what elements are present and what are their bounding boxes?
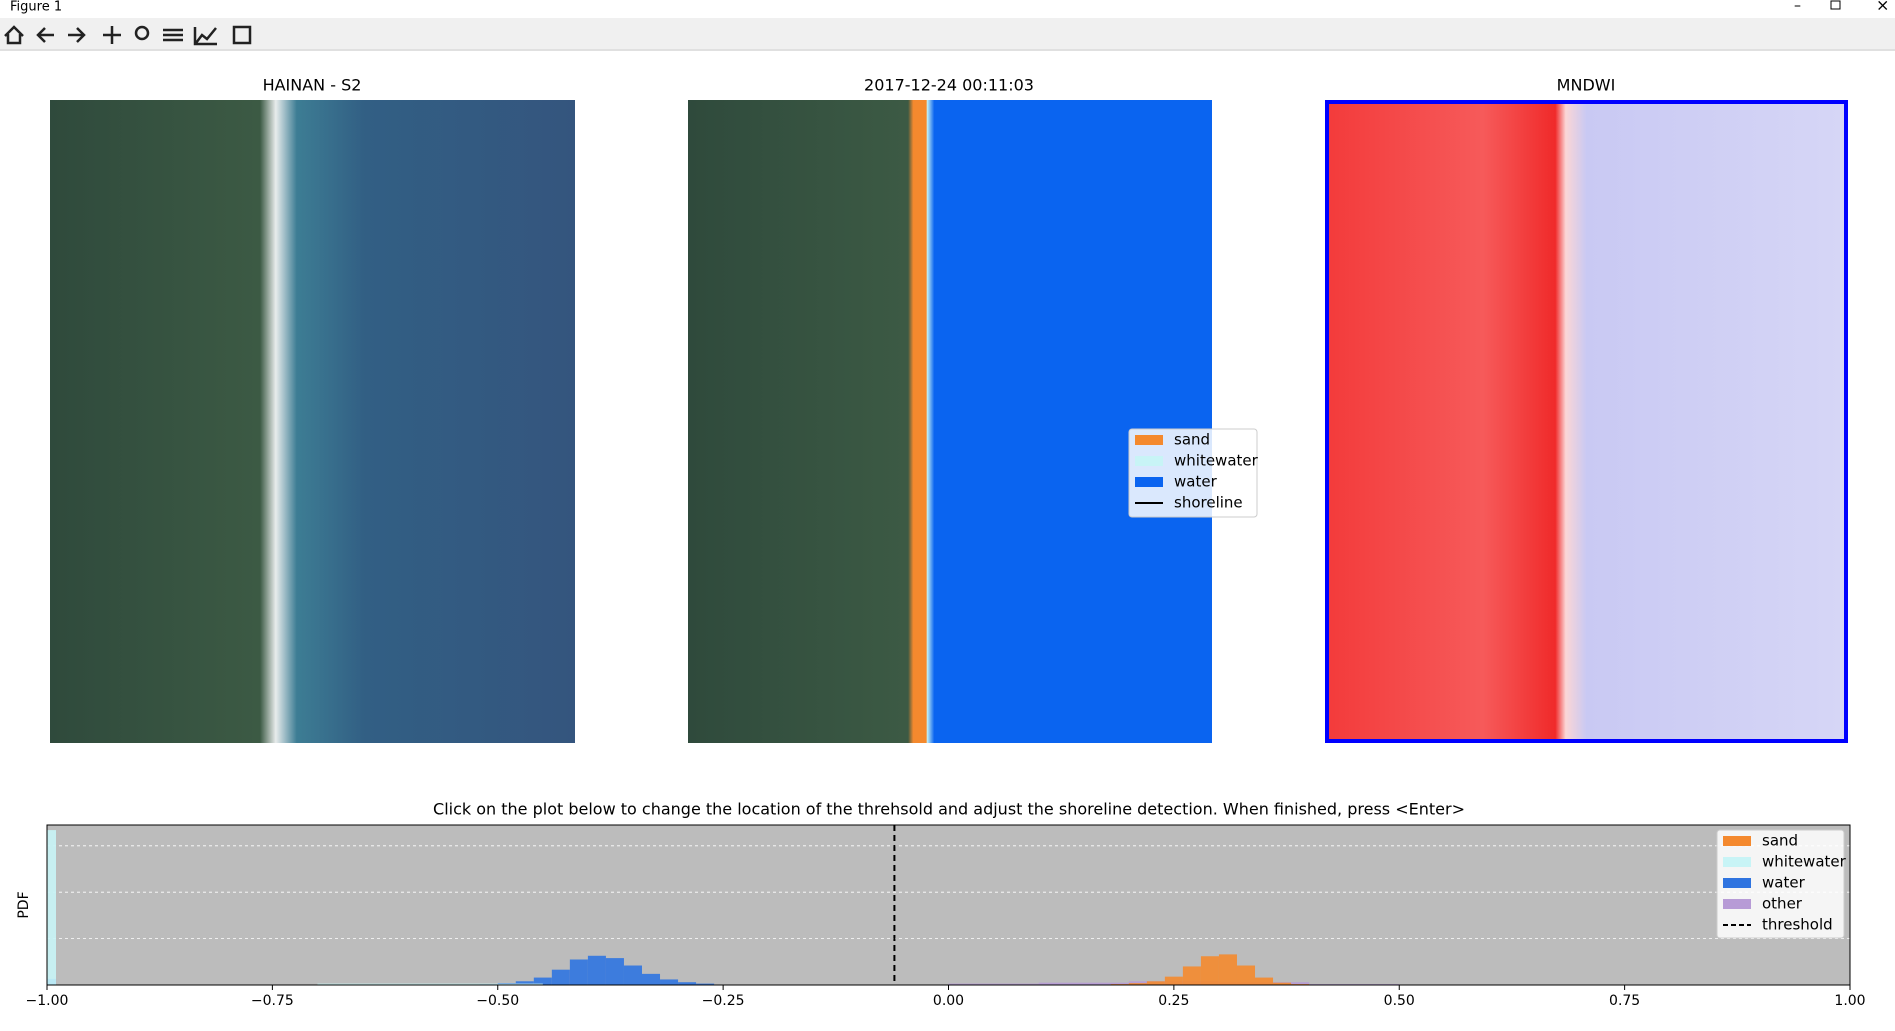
histogram-bar — [570, 959, 588, 985]
legend-swatch — [1723, 857, 1751, 867]
close-button[interactable]: × — [1876, 0, 1889, 15]
legend-swatch — [1723, 836, 1751, 846]
legend-swatch — [1135, 435, 1163, 445]
histogram-bar — [624, 966, 642, 985]
x-tick-label: 0.50 — [1384, 993, 1415, 1009]
legend-label: whitewater — [1762, 853, 1847, 871]
histogram-bar — [642, 974, 660, 985]
x-tick-label: 0.25 — [1158, 993, 1189, 1009]
histogram-bar — [552, 970, 570, 985]
legend-swatch — [1135, 456, 1163, 466]
histogram-bar — [1147, 981, 1165, 985]
y-axis-label: PDF — [16, 891, 32, 918]
legend-label: water — [1174, 473, 1218, 491]
legend-swatch — [1135, 477, 1163, 487]
x-tick-label: −0.75 — [251, 993, 294, 1009]
mndwi-image — [1327, 102, 1846, 741]
x-tick-label: 0.75 — [1609, 993, 1640, 1009]
histogram-bar — [47, 830, 56, 985]
legend-label: other — [1762, 895, 1803, 913]
histogram-bar — [1183, 966, 1201, 985]
legend-swatch — [1723, 878, 1751, 888]
legend-swatch — [1723, 899, 1751, 909]
legend-label: whitewater — [1174, 452, 1259, 470]
minimize-button[interactable]: – — [1794, 0, 1801, 14]
title-bar — [0, 0, 1895, 18]
histogram-bar — [1201, 956, 1219, 985]
chart-title: Click on the plot below to change the lo… — [433, 800, 1465, 819]
histogram-bar — [660, 979, 678, 985]
panel-title: HAINAN - S2 — [263, 76, 362, 95]
x-tick-label: −0.50 — [476, 993, 519, 1009]
legend-label: sand — [1174, 431, 1210, 449]
panel-title: 2017-12-24 00:11:03 — [864, 76, 1034, 95]
histogram-bar — [588, 956, 606, 985]
plot-area[interactable] — [47, 825, 1850, 985]
histogram-bar — [1237, 966, 1255, 985]
histogram-bar — [1255, 978, 1273, 985]
legend-label: threshold — [1762, 916, 1833, 934]
satellite-image — [50, 100, 575, 743]
toolbar — [0, 18, 1895, 51]
x-tick-label: 1.00 — [1834, 993, 1865, 1009]
histogram-bar — [1165, 977, 1183, 985]
legend-label: sand — [1762, 832, 1798, 850]
histogram-bar — [606, 958, 624, 985]
x-tick-label: −1.00 — [26, 993, 69, 1009]
histogram-bar — [1219, 954, 1237, 985]
panel-title: MNDWI — [1557, 76, 1616, 95]
window-title: Figure 1 — [10, 0, 62, 15]
legend-label: shoreline — [1174, 494, 1243, 512]
x-tick-label: 0.00 — [933, 993, 964, 1009]
legend-label: water — [1762, 874, 1806, 892]
classified-image — [688, 100, 1212, 743]
x-tick-label: −0.25 — [702, 993, 745, 1009]
